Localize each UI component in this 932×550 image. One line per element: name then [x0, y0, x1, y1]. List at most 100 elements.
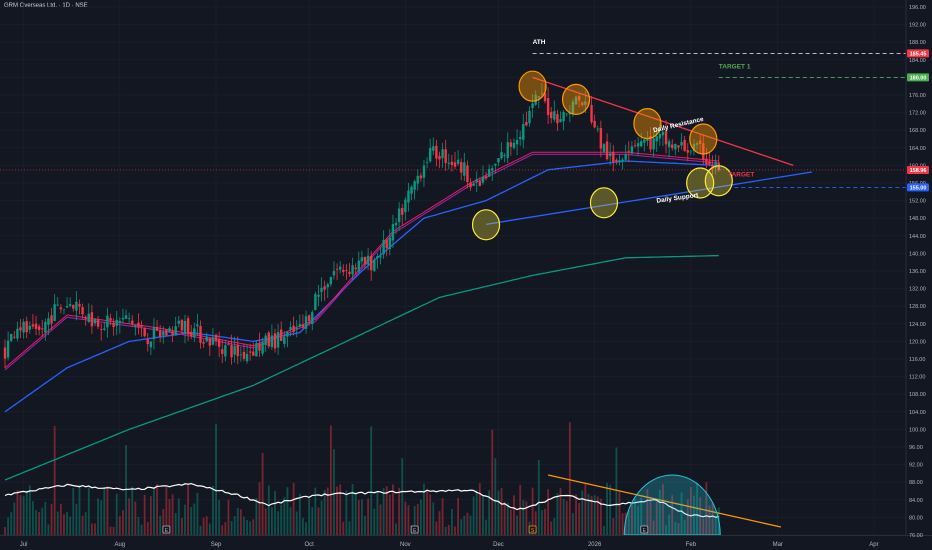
- candle[interactable]: [28, 325, 32, 330]
- candle[interactable]: [401, 207, 404, 215]
- candle[interactable]: [332, 270, 336, 276]
- candle[interactable]: [553, 111, 556, 120]
- candle[interactable]: [705, 158, 708, 165]
- candle[interactable]: [283, 336, 286, 344]
- candle[interactable]: [351, 265, 354, 275]
- candle[interactable]: [224, 345, 227, 357]
- candle[interactable]: [714, 161, 717, 168]
- candle[interactable]: [165, 329, 168, 336]
- candle[interactable]: [252, 351, 255, 356]
- candle[interactable]: [590, 105, 593, 123]
- candle[interactable]: [686, 149, 689, 153]
- candle[interactable]: [370, 255, 373, 271]
- candle[interactable]: [515, 139, 519, 145]
- candle[interactable]: [168, 328, 171, 333]
- candle[interactable]: [311, 312, 314, 324]
- candle[interactable]: [506, 142, 509, 158]
- candle[interactable]: [646, 138, 649, 142]
- candle[interactable]: [239, 354, 243, 356]
- candle[interactable]: [196, 324, 199, 327]
- candle[interactable]: [345, 270, 348, 271]
- candle[interactable]: [118, 320, 122, 324]
- candle[interactable]: [534, 94, 537, 105]
- candle[interactable]: [633, 145, 637, 147]
- candle[interactable]: [230, 344, 233, 358]
- candle[interactable]: [363, 256, 367, 265]
- candle[interactable]: [248, 351, 252, 353]
- candle[interactable]: [608, 153, 612, 157]
- candle[interactable]: [304, 316, 308, 329]
- candle[interactable]: [47, 318, 50, 325]
- trendline[interactable]: [485, 171, 812, 226]
- candle[interactable]: [258, 343, 261, 351]
- candle[interactable]: [540, 93, 544, 95]
- candle[interactable]: [22, 321, 25, 333]
- candle[interactable]: [612, 152, 615, 163]
- candle[interactable]: [360, 257, 364, 262]
- candle[interactable]: [84, 317, 87, 319]
- candle[interactable]: [596, 128, 599, 130]
- candle[interactable]: [65, 306, 69, 308]
- candle[interactable]: [261, 342, 264, 354]
- candle[interactable]: [410, 186, 413, 194]
- candle[interactable]: [574, 96, 578, 105]
- candle[interactable]: [280, 329, 283, 341]
- candle[interactable]: [335, 268, 339, 270]
- candle[interactable]: [546, 98, 550, 115]
- candle[interactable]: [565, 113, 568, 115]
- candle[interactable]: [509, 142, 513, 147]
- candle[interactable]: [236, 344, 239, 357]
- candle[interactable]: [25, 321, 28, 333]
- candle[interactable]: [605, 141, 609, 160]
- candle[interactable]: [630, 146, 634, 154]
- candle[interactable]: [217, 339, 221, 347]
- candle[interactable]: [428, 148, 432, 162]
- candle[interactable]: [649, 136, 652, 150]
- candle[interactable]: [137, 322, 140, 328]
- candle[interactable]: [44, 321, 47, 333]
- candle[interactable]: [289, 326, 292, 330]
- candle[interactable]: [221, 349, 224, 354]
- candle[interactable]: [472, 183, 475, 186]
- candle[interactable]: [72, 304, 75, 309]
- candle[interactable]: [618, 160, 621, 163]
- candle[interactable]: [75, 301, 78, 311]
- candle[interactable]: [16, 328, 19, 339]
- candle[interactable]: [255, 343, 258, 357]
- candle[interactable]: [388, 237, 392, 249]
- candle[interactable]: [41, 328, 44, 330]
- trendline[interactable]: [532, 76, 794, 167]
- candle[interactable]: [571, 101, 575, 115]
- candle[interactable]: [432, 146, 435, 151]
- candle[interactable]: [13, 336, 16, 338]
- candle[interactable]: [652, 138, 655, 150]
- candle[interactable]: [34, 323, 38, 329]
- candle[interactable]: [158, 330, 162, 337]
- candle[interactable]: [183, 320, 187, 334]
- candle[interactable]: [481, 176, 485, 183]
- candle[interactable]: [531, 103, 534, 108]
- candle[interactable]: [10, 333, 13, 341]
- candle[interactable]: [233, 346, 236, 355]
- candle[interactable]: [307, 315, 311, 321]
- candle[interactable]: [413, 181, 416, 190]
- candle[interactable]: [636, 143, 640, 147]
- candle[interactable]: [127, 318, 131, 320]
- candle[interactable]: [186, 318, 190, 335]
- candle[interactable]: [143, 327, 146, 337]
- candle[interactable]: [131, 320, 134, 325]
- candle[interactable]: [323, 286, 326, 290]
- candle[interactable]: [419, 175, 423, 179]
- candle[interactable]: [376, 256, 379, 258]
- candle[interactable]: [456, 159, 460, 164]
- candle[interactable]: [537, 96, 540, 98]
- candle[interactable]: [438, 155, 441, 160]
- candle[interactable]: [518, 137, 522, 140]
- candle[interactable]: [695, 143, 699, 145]
- candle[interactable]: [674, 143, 677, 150]
- candle[interactable]: [441, 149, 444, 159]
- candle[interactable]: [171, 331, 174, 335]
- candle[interactable]: [348, 271, 351, 274]
- candle[interactable]: [87, 313, 90, 322]
- candle[interactable]: [245, 353, 249, 362]
